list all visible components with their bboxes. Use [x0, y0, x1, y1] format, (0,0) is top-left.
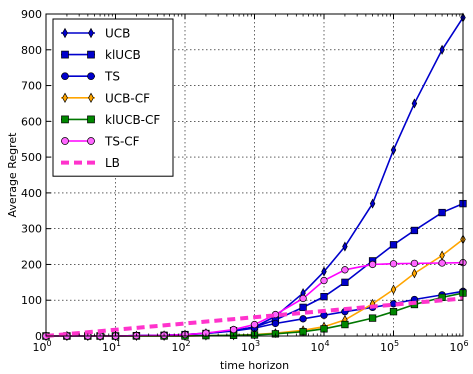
- legend-entry: UCB: [61, 27, 130, 41]
- data-point: [438, 208, 446, 217]
- data-point: [61, 115, 69, 124]
- data-point: [299, 294, 307, 303]
- legend-label: TS-CF: [104, 135, 140, 149]
- data-point: [320, 276, 328, 285]
- data-point: [439, 44, 445, 55]
- x-tick-label: 100: [32, 339, 51, 354]
- legend-entry: UCB-CF: [61, 91, 150, 105]
- legend-entry: klUCB: [61, 48, 141, 62]
- y-tick-label: 500: [21, 151, 42, 164]
- y-tick-label: 200: [21, 258, 42, 271]
- data-point: [321, 266, 327, 277]
- data-point: [271, 319, 280, 328]
- y-tick-label: 300: [21, 223, 42, 236]
- y-tick-label: 800: [21, 44, 42, 57]
- data-point: [299, 315, 307, 323]
- y-tick-label: 900: [21, 8, 42, 21]
- x-tick-label: 105: [380, 339, 399, 354]
- data-point: [438, 259, 446, 267]
- data-point: [88, 92, 94, 104]
- data-point: [62, 92, 68, 104]
- data-point: [229, 325, 238, 334]
- data-point: [410, 226, 419, 235]
- legend-entry: LB: [61, 156, 120, 170]
- y-axis-label: Average Regret: [6, 132, 19, 218]
- data-point: [368, 260, 377, 269]
- legend-label: UCB-CF: [105, 91, 150, 105]
- data-point: [389, 260, 398, 268]
- data-point: [320, 292, 328, 301]
- legend: UCB klUCB TS UCB-CF klUCB-CF TS-CF LB: [52, 18, 174, 177]
- data-point: [62, 27, 68, 39]
- legend-label: klUCB-CF: [105, 113, 160, 127]
- x-tick-label: 102: [171, 339, 190, 354]
- data-point: [61, 137, 69, 145]
- data-point: [389, 241, 398, 249]
- y-tick-label: 100: [21, 294, 42, 307]
- data-point: [341, 320, 349, 329]
- data-point: [369, 198, 376, 209]
- data-point: [390, 284, 397, 295]
- data-point: [250, 320, 259, 329]
- data-point: [389, 308, 398, 316]
- data-point: [341, 278, 349, 286]
- legend-entry: TS: [61, 70, 120, 84]
- data-point: [299, 303, 307, 312]
- data-point: [411, 98, 418, 109]
- series-line: [45, 296, 464, 338]
- data-point: [341, 266, 349, 274]
- data-point: [87, 137, 95, 145]
- data-point: [87, 50, 95, 59]
- legend-label: UCB: [105, 27, 130, 41]
- data-point: [411, 268, 418, 279]
- legend-label: TS: [104, 70, 120, 84]
- legend-label: LB: [105, 156, 120, 170]
- x-tick-label: 101: [102, 339, 121, 354]
- legend-label: klUCB: [105, 48, 141, 62]
- series-lb: [45, 296, 464, 338]
- y-tick-label: 700: [21, 80, 42, 93]
- data-point: [61, 72, 69, 81]
- x-tick-label: 104: [310, 339, 329, 354]
- data-point: [390, 144, 397, 155]
- y-tick-label: 600: [21, 115, 42, 128]
- data-point: [87, 72, 95, 81]
- data-point: [61, 50, 69, 59]
- y-tick-label: 400: [21, 187, 42, 200]
- x-tick-label: 106: [449, 339, 468, 354]
- x-axis-label: time horizon: [220, 359, 289, 372]
- data-point: [410, 259, 419, 268]
- legend-entry: TS-CF: [61, 135, 140, 149]
- data-point: [87, 115, 95, 124]
- legend-entry: klUCB-CF: [61, 113, 160, 127]
- data-point: [342, 241, 348, 252]
- x-tick-label: 103: [241, 339, 260, 354]
- y-tick-label: 0: [35, 330, 42, 343]
- data-point: [368, 314, 377, 322]
- axis-ticks: 100 101 102 103 104 105 1060100200300400500600…: [21, 8, 469, 354]
- data-point: [88, 27, 94, 39]
